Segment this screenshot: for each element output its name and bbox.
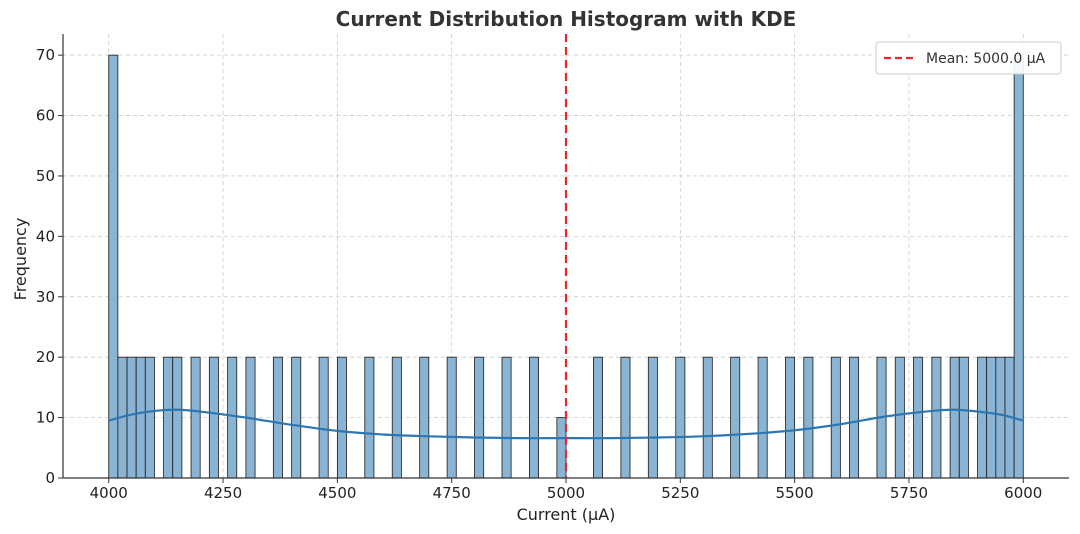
histogram-bar-31 xyxy=(803,356,814,479)
histogram-bar-0 xyxy=(108,54,119,479)
histogram-bar-3 xyxy=(135,356,146,479)
histogram-bar-8 xyxy=(208,356,219,479)
histogram-bar-42 xyxy=(995,356,1006,479)
y-tick-label-0: 0 xyxy=(45,469,55,487)
histogram-bar-6 xyxy=(172,356,183,479)
y-tick-label-4: 40 xyxy=(36,227,55,245)
histogram-bar-36 xyxy=(913,356,924,479)
x-tick-label-6: 5500 xyxy=(776,484,814,502)
histogram-bar-4 xyxy=(144,356,155,479)
histogram-bar-13 xyxy=(318,356,329,479)
histogram-bar-40 xyxy=(977,356,988,479)
histogram-bar-19 xyxy=(474,356,485,479)
legend: Mean: 5000.0 μA xyxy=(875,41,1062,75)
histogram-bar-29 xyxy=(757,356,768,479)
x-tick-label-1: 4250 xyxy=(204,484,242,502)
histogram-bar-25 xyxy=(647,356,658,479)
histogram-bar-26 xyxy=(675,356,686,479)
y-axis-ticks: 0 10 20 30 40 50 60 70 xyxy=(36,46,63,487)
histogram-bar-24 xyxy=(620,356,631,479)
histogram-bar-21 xyxy=(529,356,539,479)
histogram-bar-2 xyxy=(126,356,137,479)
histogram-bar-32 xyxy=(830,356,841,479)
histogram-bar-20 xyxy=(501,356,512,479)
histogram-bar-28 xyxy=(730,356,741,479)
histogram-bar-33 xyxy=(849,356,860,479)
histogram-bar-37 xyxy=(931,356,942,479)
histogram-bar-16 xyxy=(391,356,402,479)
histogram-bar-5 xyxy=(163,356,174,479)
histogram-bar-18 xyxy=(446,356,457,479)
legend-box xyxy=(875,41,1062,75)
x-tick-label-3: 4750 xyxy=(433,484,471,502)
histogram-bar-41 xyxy=(986,356,997,479)
y-tick-label-3: 30 xyxy=(36,288,55,306)
histogram-bar-27 xyxy=(702,356,713,479)
x-tick-label-2: 4500 xyxy=(318,484,356,502)
histogram-bar-7 xyxy=(190,356,201,479)
y-tick-label-5: 50 xyxy=(36,167,55,185)
histogram-bar-17 xyxy=(419,356,430,479)
x-tick-label-8: 6000 xyxy=(1004,484,1042,502)
histogram-bar-38 xyxy=(949,356,960,479)
histogram-bar-44 xyxy=(1013,54,1024,479)
y-axis-label: Frequency xyxy=(11,218,30,301)
y-tick-label-1: 10 xyxy=(36,409,55,427)
histogram-bar-14 xyxy=(336,356,347,479)
y-tick-label-6: 60 xyxy=(36,107,55,125)
y-tick-label-2: 20 xyxy=(36,348,55,366)
x-axis-ticks: 4000 4250 4500 4750 5000 5250 5500 5750 6000 xyxy=(90,478,1042,502)
y-tick-label-7: 70 xyxy=(36,46,55,64)
histogram-bar-23 xyxy=(593,356,603,479)
histogram-bar-15 xyxy=(364,356,375,479)
histogram-bar-35 xyxy=(894,356,905,479)
x-tick-label-5: 5250 xyxy=(661,484,699,502)
histogram-bar-39 xyxy=(958,356,969,479)
histogram-bar-11 xyxy=(272,356,283,479)
legend-mean-label: Mean: 5000.0 μA xyxy=(926,51,1046,67)
chart-title: Current Distribution Histogram with KDE xyxy=(336,7,797,31)
x-tick-label-4: 5000 xyxy=(547,484,585,502)
histogram-bar-30 xyxy=(785,356,796,479)
histogram-bar-22 xyxy=(556,417,567,479)
histogram-bar-12 xyxy=(291,356,302,479)
histogram-bar-9 xyxy=(227,356,238,479)
x-axis-label: Current (μA) xyxy=(517,505,616,524)
x-tick-label-7: 5750 xyxy=(890,484,928,502)
x-tick-label-0: 4000 xyxy=(90,484,128,502)
